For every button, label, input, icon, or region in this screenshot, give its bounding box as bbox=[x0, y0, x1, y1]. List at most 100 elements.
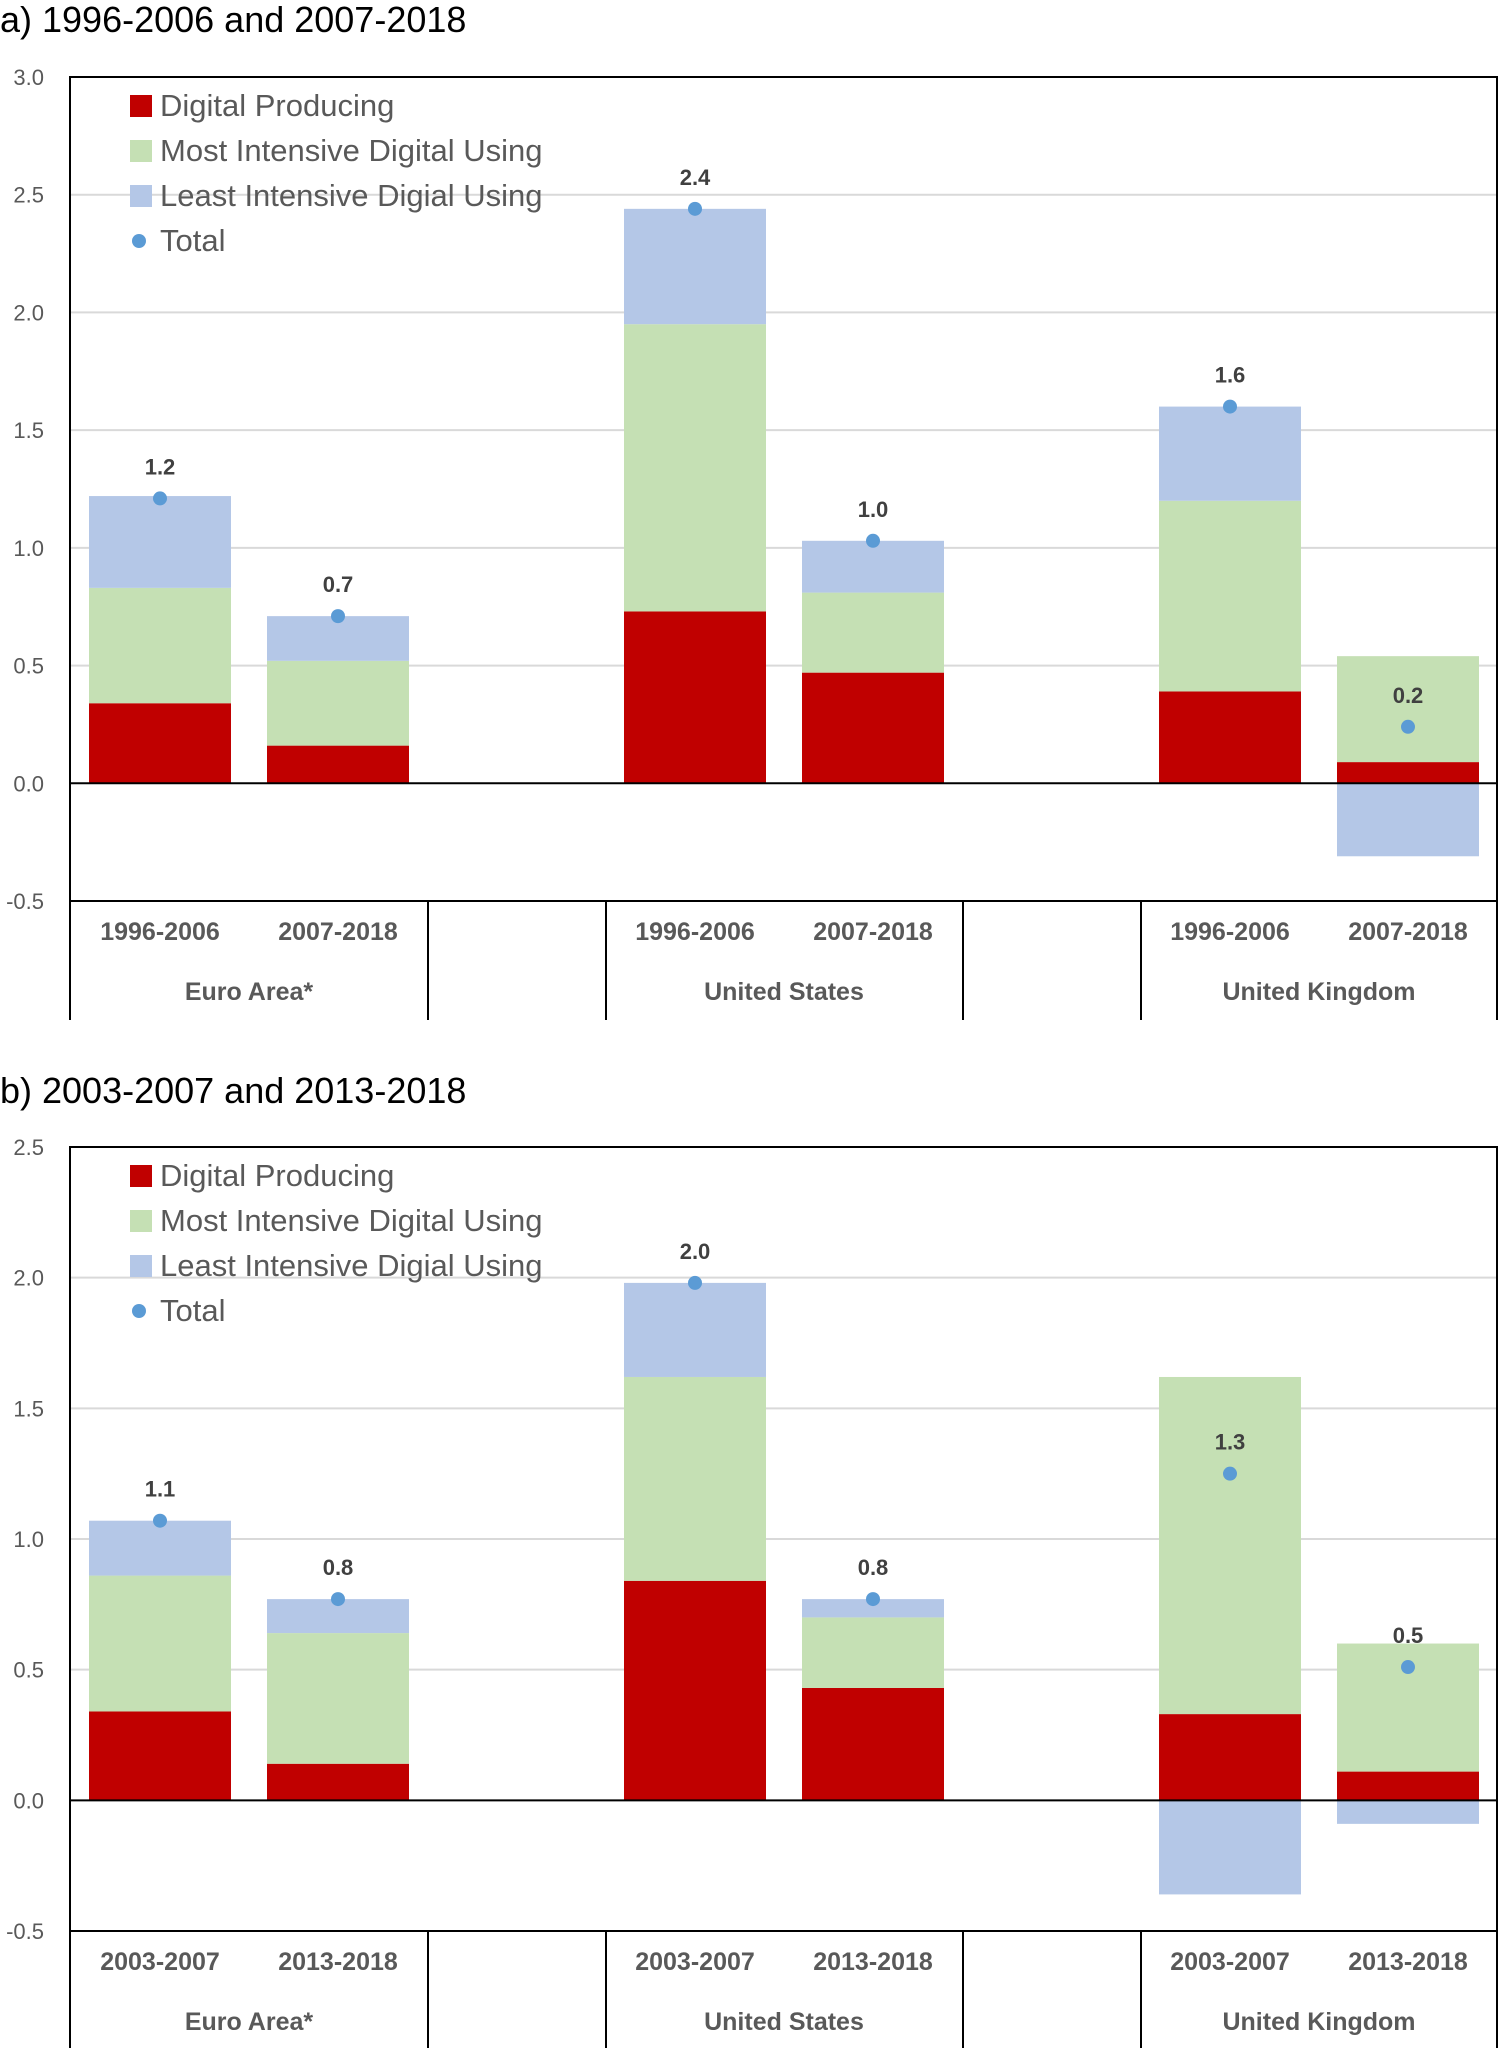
panel-a-y-tick-label: 0.0 bbox=[13, 771, 44, 796]
panel-b-bar-digital-producing bbox=[1159, 1714, 1301, 1801]
panel-b-total-label: 2.0 bbox=[680, 1239, 711, 1264]
panel-a-y-tick-label: 1.5 bbox=[13, 418, 44, 443]
panel-a-y-tick-label: 1.0 bbox=[13, 536, 44, 561]
panel-a-bar-digital-producing bbox=[802, 672, 944, 784]
panel-a-total-label: 0.7 bbox=[323, 572, 354, 597]
panel-b-y-tick-label: 1.0 bbox=[13, 1527, 44, 1552]
panel-b-bar-least-intensive bbox=[1159, 1800, 1301, 1895]
panel-a-legend-label: Most Intensive Digital Using bbox=[160, 133, 543, 168]
panel-b-total-marker bbox=[1223, 1466, 1237, 1481]
panel-b-bar-most-intensive bbox=[1159, 1376, 1301, 1715]
panel-b-legend-label: Total bbox=[160, 1293, 225, 1328]
panel-b-bar-least-intensive bbox=[1337, 1800, 1479, 1824]
panel-a-bar-least-intensive bbox=[1159, 406, 1301, 501]
panel-b-title: b) 2003-2007 and 2013-2018 bbox=[0, 1070, 466, 1111]
panel-b-bar-digital-producing bbox=[802, 1687, 944, 1801]
panel-b-x-group-label: Euro Area* bbox=[185, 2008, 314, 2036]
panel-a-bar-digital-producing bbox=[89, 703, 231, 784]
panel-b-bar-most-intensive bbox=[89, 1575, 231, 1712]
panel-a-total-label: 1.0 bbox=[858, 497, 889, 522]
panel-b-y-tick-label: 0.0 bbox=[13, 1788, 44, 1813]
panel-b-total-label: 1.3 bbox=[1215, 1430, 1246, 1455]
panel-b-total-label: 1.1 bbox=[145, 1477, 176, 1502]
panel-b-total-marker bbox=[153, 1513, 167, 1528]
panel-b-legend-label: Most Intensive Digital Using bbox=[160, 1203, 543, 1238]
panel-a-y-tick-label: 3.0 bbox=[13, 65, 44, 90]
panel-a-bar-most-intensive bbox=[1159, 500, 1301, 692]
panel-a-bar-least-intensive bbox=[267, 616, 409, 661]
panel-a-title: a) 1996-2006 and 2007-2018 bbox=[0, 0, 466, 40]
panel-a-x-category-label: 2007-2018 bbox=[813, 918, 933, 946]
panel-a-total-label: 1.6 bbox=[1215, 363, 1246, 388]
panel-b-x-category-label: 2013-2018 bbox=[1348, 1948, 1468, 1976]
panel-a-total-marker bbox=[153, 491, 167, 506]
panel-a-plot-frame bbox=[69, 76, 1498, 902]
panel-a-legend-swatch bbox=[130, 140, 152, 162]
panel-a-x-category-label: 2007-2018 bbox=[278, 918, 398, 946]
panel-b-x-group-label: United States bbox=[704, 2008, 864, 2036]
panel-a-bar-most-intensive bbox=[624, 324, 766, 612]
panel-b-total-label: 0.5 bbox=[1393, 1623, 1424, 1648]
panel-a-x-group-label: Euro Area* bbox=[185, 978, 314, 1006]
panel-b-y-tick-label: -0.5 bbox=[6, 1919, 44, 1944]
panel-a-bar-least-intensive bbox=[1337, 783, 1479, 857]
panel-a-y-tick-label: 2.5 bbox=[13, 183, 44, 208]
panel-b-legend-label: Least Intensive Digial Using bbox=[160, 1248, 543, 1283]
panel-b-bar-digital-producing bbox=[1337, 1771, 1479, 1801]
panel-b-plot-frame bbox=[69, 1146, 1498, 1932]
panel-b-bar-digital-producing bbox=[89, 1711, 231, 1801]
panel-a-bar-least-intensive bbox=[624, 208, 766, 325]
panel-a-bar-most-intensive bbox=[1337, 656, 1479, 763]
panel-b-bar-most-intensive bbox=[802, 1617, 944, 1688]
panel-b-x-group-label: United Kingdom bbox=[1222, 2008, 1415, 2036]
panel-a-legend-label: Least Intensive Digial Using bbox=[160, 178, 543, 213]
panel-b-bar-least-intensive bbox=[624, 1282, 766, 1377]
panel-b-y-tick-label: 2.0 bbox=[13, 1266, 44, 1291]
panel-b-y-tick-label: 0.5 bbox=[13, 1658, 44, 1683]
panel-a-legend-swatch bbox=[130, 95, 152, 117]
panel-a-total-label: 2.4 bbox=[680, 165, 711, 190]
panel-a-bar-digital-producing bbox=[1159, 691, 1301, 784]
panel-a-total-marker bbox=[1401, 719, 1415, 734]
panel-b-total-label: 0.8 bbox=[323, 1555, 354, 1580]
panel-b-legend-marker bbox=[132, 1304, 146, 1318]
panel-a-x-category-label: 2007-2018 bbox=[1348, 918, 1468, 946]
panel-a-bar-digital-producing bbox=[267, 745, 409, 784]
panel-b-bar-most-intensive bbox=[624, 1376, 766, 1581]
panel-a-bar-least-intensive bbox=[89, 496, 231, 588]
panel-b-legend-swatch bbox=[130, 1255, 152, 1277]
panel-a-bar-digital-producing bbox=[1337, 762, 1479, 784]
panel-a-legend-marker bbox=[132, 234, 146, 248]
panel-a-x-category-label: 1996-2006 bbox=[1170, 918, 1290, 946]
panel-b-total-marker bbox=[866, 1592, 880, 1607]
panel-b-bar-least-intensive bbox=[89, 1520, 231, 1576]
panel-a-total-marker bbox=[331, 609, 345, 624]
panel-b-total-marker bbox=[688, 1275, 702, 1290]
panel-b-x-category-label: 2003-2007 bbox=[100, 1948, 220, 1976]
panel-a-y-tick-label: -0.5 bbox=[6, 889, 44, 914]
panel-a-legend-label: Total bbox=[160, 223, 225, 258]
panel-a-total-marker bbox=[866, 533, 880, 548]
panel-a-x-group-label: United States bbox=[704, 978, 864, 1006]
panel-b-x-category-label: 2003-2007 bbox=[635, 1948, 755, 1976]
panel-a-bar-most-intensive bbox=[267, 660, 409, 746]
panel-b-x-category-label: 2013-2018 bbox=[813, 1948, 933, 1976]
panel-a-total-label: 1.2 bbox=[145, 454, 176, 479]
panel-b-bar-digital-producing bbox=[267, 1763, 409, 1801]
panel-b-legend-label: Digital Producing bbox=[160, 1158, 394, 1193]
panel-b-total-label: 0.8 bbox=[858, 1555, 889, 1580]
panel-a-legend-label: Digital Producing bbox=[160, 88, 394, 123]
panel-a-bar-most-intensive bbox=[802, 592, 944, 673]
panel-a-y-tick-label: 2.0 bbox=[13, 300, 44, 325]
panel-b-bar-least-intensive bbox=[802, 1599, 944, 1618]
panel-b-total-marker bbox=[331, 1592, 345, 1607]
panel-a-total-marker bbox=[688, 201, 702, 216]
panel-b-x-category-label: 2013-2018 bbox=[278, 1948, 398, 1976]
panel-a-total-marker bbox=[1223, 399, 1237, 414]
panel-a-legend-swatch bbox=[130, 185, 152, 207]
panel-a-x-category-label: 1996-2006 bbox=[100, 918, 220, 946]
panel-b-y-tick-label: 2.5 bbox=[13, 1135, 44, 1160]
panel-b-total-marker bbox=[1401, 1660, 1415, 1675]
